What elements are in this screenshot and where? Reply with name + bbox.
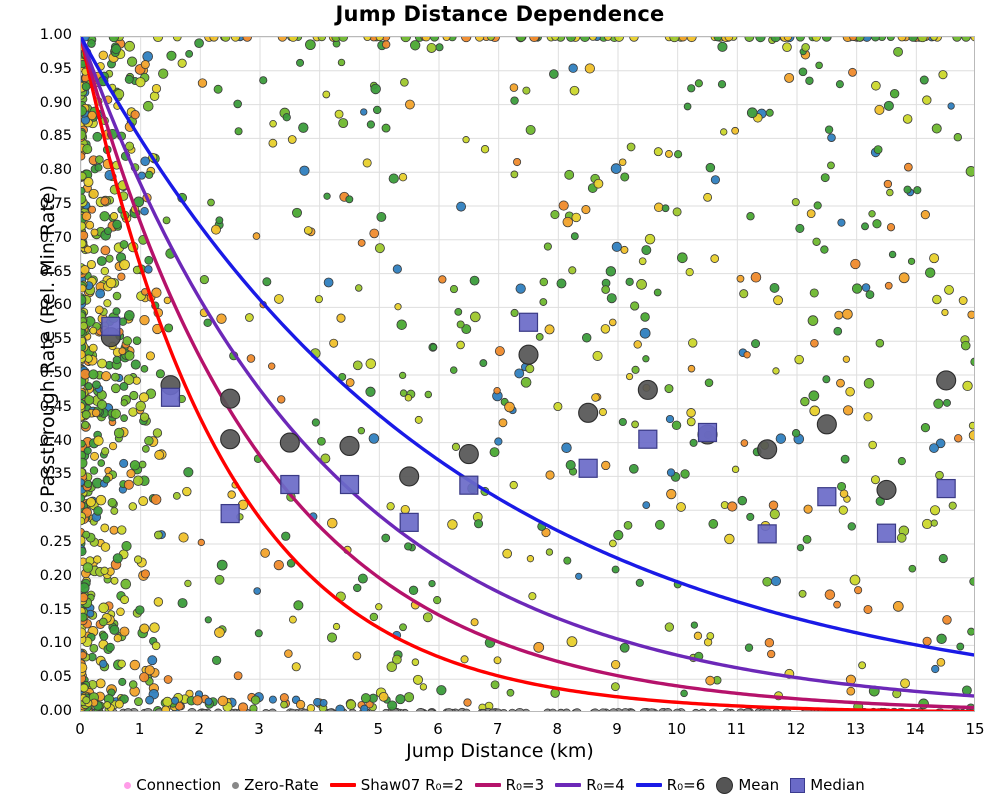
legend-item-label: Mean	[738, 776, 780, 794]
legend-item-mean[interactable]: Mean	[716, 776, 779, 794]
x-tick-label: 11	[726, 720, 746, 738]
legend-item-shaw07-r-2[interactable]: Shaw07 R₀=2	[329, 776, 464, 794]
y-tick-label: 0.90	[39, 94, 72, 111]
chart-title: Jump Distance Dependence	[335, 2, 665, 26]
y-tick-label: 0.45	[39, 398, 72, 415]
legend-item-label: R₀=4	[586, 776, 625, 794]
legend-dot-icon	[124, 781, 132, 789]
x-tick-label: 15	[965, 720, 985, 738]
x-tick-label: 5	[373, 720, 384, 738]
summary-markers	[100, 312, 957, 544]
model-curves	[81, 37, 974, 711]
legend-square-icon	[790, 777, 806, 793]
grid-lines	[81, 37, 974, 711]
x-axis-label: Jump Distance (km)	[406, 740, 594, 762]
y-tick-label: 0.50	[39, 365, 72, 381]
y-tick-label: 0.80	[39, 162, 72, 179]
y-tick-label: 0.40	[39, 432, 72, 449]
y-tick-label: 0.60	[39, 297, 72, 314]
legend-item-label: Zero-Rate	[244, 776, 319, 794]
legend-line-icon	[555, 783, 582, 787]
x-tick-label: 6	[433, 720, 443, 738]
x-tick-label: 14	[905, 720, 925, 738]
x-tick-label: 9	[612, 720, 622, 738]
x-tick-label: 2	[194, 720, 205, 738]
y-tick-label: 0.75	[39, 196, 72, 212]
y-tick-label: 0.55	[39, 331, 72, 348]
x-tick-label: 0	[75, 720, 85, 738]
legend-line-icon	[635, 783, 662, 787]
y-tick-label: 0.65	[39, 263, 72, 280]
x-tick-label: 10	[667, 720, 687, 738]
x-tick-label: 1	[134, 720, 145, 738]
legend-item-median[interactable]: Median	[790, 776, 865, 794]
legend-item-label: Median	[810, 776, 865, 794]
legend-line-icon	[474, 783, 501, 787]
y-tick-label: 0.05	[39, 669, 72, 686]
legend-circle-icon	[716, 776, 734, 794]
plot-area	[80, 36, 975, 712]
y-tick-label: 0.95	[39, 60, 72, 77]
y-tick-label: 1.00	[39, 27, 72, 43]
legend-item-connection[interactable]: Connection	[124, 776, 221, 794]
legend-item-label: R₀=6	[666, 776, 706, 794]
y-tick-label: 0.10	[39, 635, 72, 652]
legend-item-zero-rate[interactable]: Zero-Rate	[232, 776, 319, 794]
legend-item-label: R₀=3	[505, 776, 545, 794]
x-tick-label: 7	[492, 720, 503, 738]
x-tick-label: 13	[846, 720, 866, 738]
x-tick-label: 12	[786, 720, 806, 738]
x-tick-label: 4	[313, 720, 324, 738]
chart-legend: Connection Zero-Rate Shaw07 R₀=2 R₀=3 R₀=4 R₀…	[0, 776, 1000, 794]
y-tick-label: 0.20	[39, 567, 72, 584]
x-tick-label: 8	[552, 720, 563, 738]
y-tick-label: 0.00	[39, 703, 72, 719]
legend-item-label: Connection	[136, 776, 222, 794]
legend-item-r-4[interactable]: R₀=4	[555, 776, 625, 794]
legend-line-icon	[329, 783, 356, 787]
y-tick-label: 0.70	[39, 229, 72, 246]
y-tick-label: 0.35	[39, 466, 72, 483]
legend-item-r-3[interactable]: R₀=3	[474, 776, 545, 794]
y-tick-label: 0.30	[39, 500, 72, 517]
y-tick-label: 0.25	[39, 534, 72, 550]
y-tick-label: 0.85	[39, 128, 72, 145]
legend-item-r-6[interactable]: R₀=6	[635, 776, 706, 794]
legend-dot-icon	[232, 781, 240, 789]
y-tick-label: 0.15	[39, 601, 72, 618]
legend-item-label: Shaw07 R₀=2	[360, 776, 464, 794]
x-tick-label: 3	[254, 720, 264, 738]
